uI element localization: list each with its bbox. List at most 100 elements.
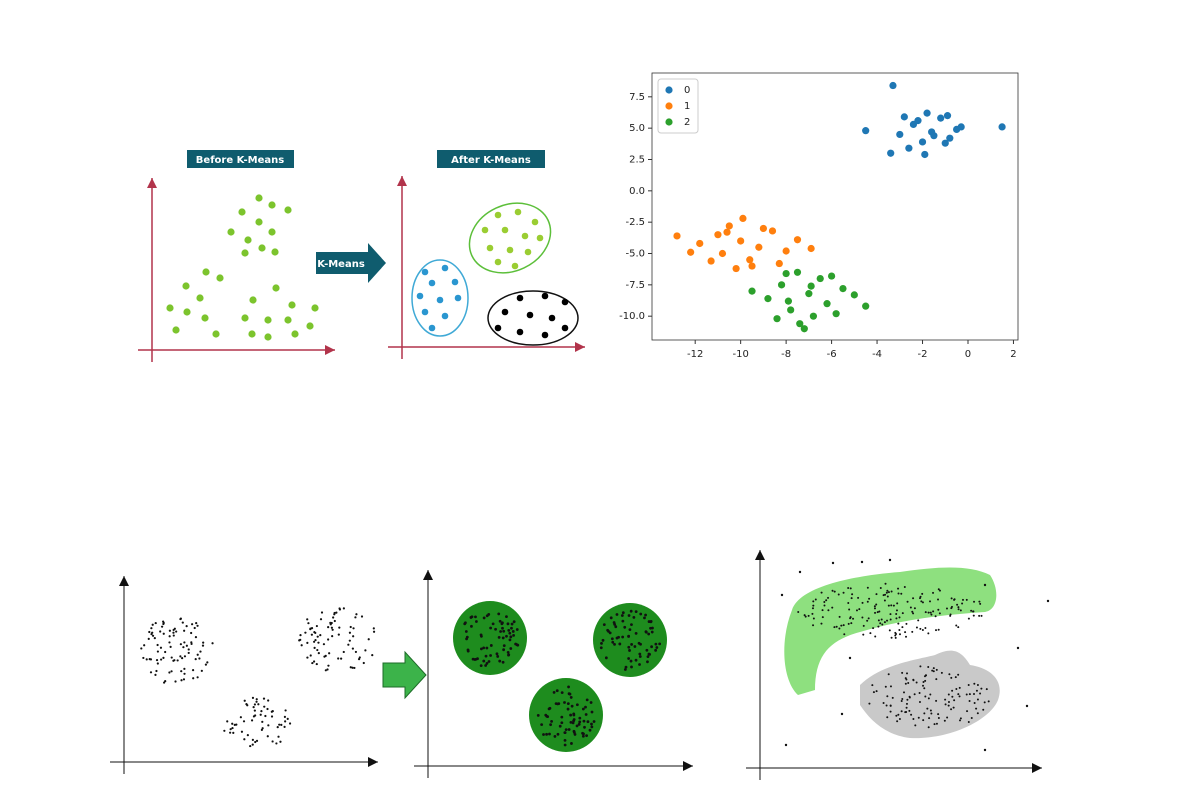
dot [584, 705, 587, 709]
dot [516, 294, 524, 302]
x-tick-label: -12 [687, 349, 703, 360]
dot [358, 656, 361, 659]
dot [850, 597, 853, 600]
dot [930, 613, 933, 616]
dot [889, 685, 892, 688]
point [832, 310, 840, 318]
dot [555, 689, 559, 693]
dot [512, 633, 515, 637]
dot [835, 625, 838, 628]
dot [590, 725, 594, 729]
dot [335, 611, 338, 614]
dot [955, 624, 958, 627]
dot [937, 598, 940, 601]
point [930, 132, 938, 140]
dot [932, 591, 935, 594]
dot [253, 703, 257, 706]
dot [812, 600, 815, 603]
dot [943, 719, 946, 722]
dot [153, 637, 156, 640]
dot [804, 615, 807, 618]
dot [229, 728, 232, 731]
dot [921, 601, 924, 604]
dot [567, 728, 571, 731]
point [746, 256, 754, 264]
dot [566, 702, 570, 706]
dot [919, 627, 922, 630]
dot [961, 602, 964, 605]
dot [879, 622, 882, 625]
dot [861, 616, 864, 619]
point [823, 300, 831, 308]
dot [196, 294, 204, 302]
point [953, 125, 961, 134]
dot [348, 639, 351, 642]
dot [151, 631, 154, 634]
dot [353, 666, 356, 670]
dot [268, 201, 276, 209]
dot [961, 598, 964, 601]
dot [876, 611, 879, 614]
dot [340, 657, 343, 660]
dot [507, 629, 511, 632]
dot [628, 649, 631, 652]
point [748, 262, 756, 270]
dot [885, 704, 888, 707]
dot [639, 612, 643, 616]
dot [869, 632, 872, 635]
dot [937, 713, 940, 716]
dot [547, 707, 551, 711]
dot [354, 616, 357, 619]
dot [937, 588, 940, 591]
dot [894, 636, 897, 639]
dot [905, 706, 908, 709]
dot [280, 723, 283, 726]
dot [894, 631, 897, 634]
dot [884, 685, 887, 688]
dot [627, 645, 631, 649]
point [941, 139, 949, 147]
dot [466, 649, 470, 653]
y-tick-label: -10.0 [619, 311, 645, 322]
dot [883, 599, 886, 602]
dot [260, 710, 263, 713]
dot [284, 720, 287, 723]
dot [952, 706, 955, 709]
dot [183, 641, 186, 644]
dot [198, 657, 201, 660]
dot [890, 636, 893, 639]
dot [630, 665, 633, 669]
dot [862, 633, 865, 636]
dot [878, 610, 881, 613]
dot [931, 669, 934, 672]
dot [590, 722, 593, 726]
dot [838, 627, 841, 630]
dot [200, 669, 203, 672]
dot [329, 621, 332, 624]
dot [254, 740, 257, 744]
dot [481, 226, 489, 234]
dot [193, 626, 196, 630]
dot [502, 648, 506, 652]
dot [151, 623, 154, 626]
dot [202, 641, 205, 644]
dot [1016, 646, 1020, 650]
dot [627, 657, 631, 660]
x-tick-label: -4 [872, 349, 882, 360]
dot [508, 638, 512, 642]
dot [322, 643, 326, 646]
dot [372, 627, 375, 630]
dot [979, 692, 982, 695]
dot [324, 654, 327, 657]
dot [898, 633, 901, 636]
dot [246, 734, 249, 737]
dot [848, 656, 852, 660]
dot [905, 702, 908, 705]
point [862, 127, 870, 135]
dot [646, 660, 649, 664]
dot [179, 643, 182, 646]
point [905, 144, 913, 152]
dot [910, 713, 913, 716]
dot [967, 617, 970, 620]
dot [843, 633, 846, 636]
